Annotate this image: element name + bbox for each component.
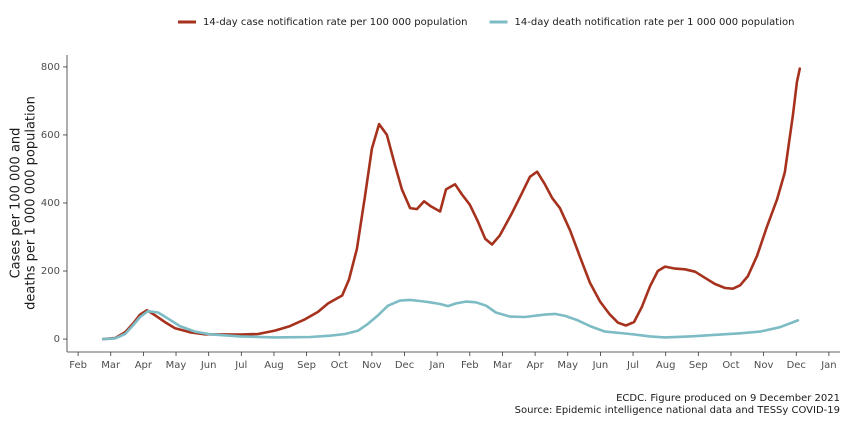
y-tick-label: 400 xyxy=(41,198,60,209)
y-tick-label: 200 xyxy=(41,266,60,277)
y-tick-label: 0 xyxy=(54,334,60,345)
x-tick-label: Mar xyxy=(493,360,513,371)
x-tick-label: Feb xyxy=(69,360,87,371)
legend-label: 14-day case notification rate per 100 00… xyxy=(203,17,468,28)
x-tick-label: Jan xyxy=(428,360,444,371)
x-tick-label: Sep xyxy=(297,360,316,371)
footer-source: Source: Epidemic intelligence national d… xyxy=(515,405,840,416)
x-tick-label: Dec xyxy=(787,360,806,371)
x-tick-label: Apr xyxy=(135,360,153,371)
x-tick-label: May xyxy=(557,360,578,371)
x-tick-label: Aug xyxy=(264,360,284,371)
y-axis-label: Cases per 100 000 and xyxy=(9,128,24,279)
y-tick-label: 800 xyxy=(41,62,60,73)
x-tick-label: Apr xyxy=(526,360,544,371)
y-axis-label: deaths per 1 000 000 population xyxy=(24,96,39,310)
series-line xyxy=(101,298,800,341)
footer-note: ECDC. Figure produced on 9 December 2021 xyxy=(616,393,840,404)
x-tick-label: Jan xyxy=(820,360,836,371)
x-tick-label: Sep xyxy=(689,360,708,371)
series-line xyxy=(101,67,802,341)
x-tick-label: Jul xyxy=(626,360,639,371)
x-tick-label: Mar xyxy=(101,360,121,371)
x-tick-label: Nov xyxy=(754,360,774,371)
x-tick-label: Oct xyxy=(331,360,348,371)
x-tick-label: Dec xyxy=(395,360,414,371)
x-tick-label: Jun xyxy=(200,360,217,371)
x-tick-label: Nov xyxy=(362,360,382,371)
x-tick-label: May xyxy=(166,360,187,371)
x-tick-label: Feb xyxy=(461,360,479,371)
x-tick-label: Jun xyxy=(592,360,609,371)
x-tick-label: Oct xyxy=(722,360,739,371)
y-tick-label: 600 xyxy=(41,130,60,141)
legend-label: 14-day death notification rate per 1 000… xyxy=(515,17,795,28)
x-tick-label: Jul xyxy=(234,360,247,371)
x-tick-label: Aug xyxy=(656,360,676,371)
